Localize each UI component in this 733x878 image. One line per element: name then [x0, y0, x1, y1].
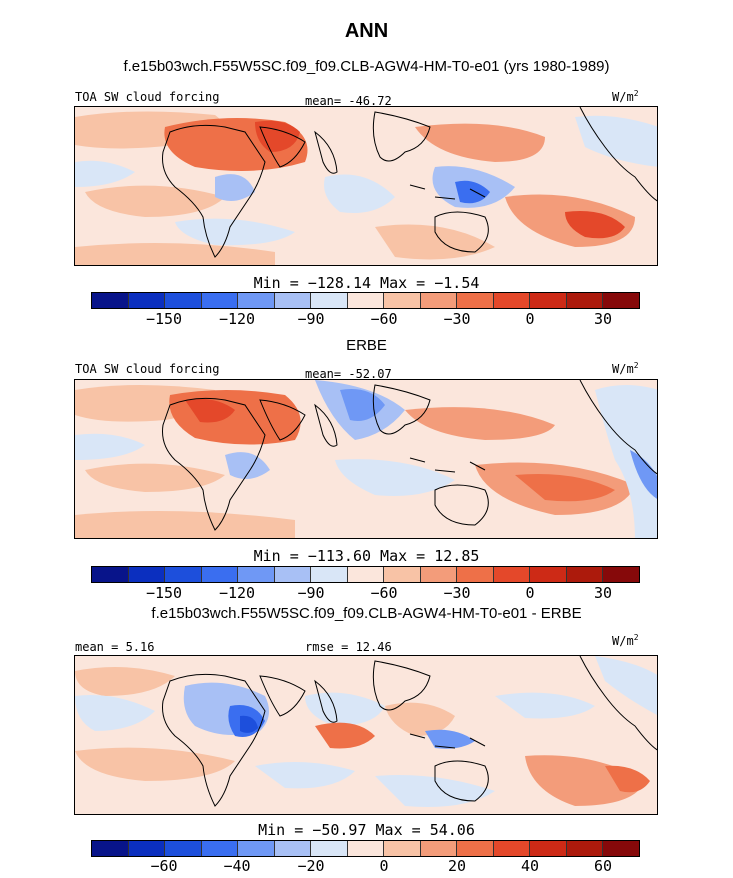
colorbar-swatch [238, 567, 275, 582]
colorbar-swatch [165, 293, 202, 308]
colorbar-swatch [238, 293, 275, 308]
panel-1-colorbar [91, 292, 640, 309]
colorbar-swatch [457, 841, 494, 856]
colorbar-swatch [493, 567, 531, 582]
colorbar-swatch [347, 841, 385, 856]
panel-1-minmax: Min = −128.14 Max = −1.54 [253, 274, 480, 292]
colorbar-swatch [165, 567, 202, 582]
colorbar-tick: 0 [379, 857, 389, 875]
colorbar-swatch [128, 841, 166, 856]
panel-2-units: W/m2 [612, 361, 639, 376]
colorbar-swatch [274, 841, 312, 856]
colorbar-tick: −150 [145, 584, 183, 602]
colorbar-swatch [92, 293, 129, 308]
panel-1-map-field [75, 107, 657, 265]
colorbar-swatch [201, 567, 239, 582]
colorbar-tick: −20 [297, 857, 325, 875]
colorbar-swatch [493, 841, 531, 856]
colorbar-swatch [457, 293, 494, 308]
colorbar-tick: −120 [218, 584, 256, 602]
colorbar-swatch [566, 841, 604, 856]
colorbar-swatch [311, 567, 348, 582]
colorbar-swatch [165, 841, 202, 856]
panel-2-left-label: TOA SW cloud forcing [75, 362, 220, 376]
colorbar-swatch [311, 293, 348, 308]
panel-3-map [74, 655, 658, 815]
panel-2-map-field [75, 380, 657, 538]
colorbar-swatch [347, 567, 385, 582]
colorbar-swatch [311, 841, 348, 856]
panel-2-mean-label: mean= -52.07 [305, 367, 392, 381]
page-title: ANN [344, 20, 389, 42]
colorbar-tick: 60 [593, 857, 613, 875]
colorbar-swatch [384, 567, 421, 582]
colorbar-tick: −40 [223, 857, 251, 875]
colorbar-swatch [457, 567, 494, 582]
panel-2-map [74, 379, 658, 539]
colorbar-swatch [603, 293, 639, 308]
panel-1-heading: f.e15b03wch.F55W5SC.f09_f09.CLB-AGW4-HM-… [123, 58, 610, 75]
colorbar-swatch [274, 293, 312, 308]
colorbar-tick: 40 [520, 857, 540, 875]
colorbar-swatch [274, 567, 312, 582]
panel-3-heading: f.e15b03wch.F55W5SC.f09_f09.CLB-AGW4-HM-… [151, 605, 582, 622]
colorbar-swatch [384, 841, 421, 856]
colorbar-tick: −30 [443, 584, 471, 602]
panel-1-units: W/m2 [612, 89, 639, 104]
colorbar-swatch [92, 841, 129, 856]
panel-3-left-label: mean = 5.16 [75, 640, 155, 654]
panel-1-colorbar-ticks: −150 −120 −90 −60 −30 0 30 [91, 310, 640, 328]
colorbar-tick: −150 [145, 310, 183, 328]
colorbar-swatch [238, 841, 275, 856]
panel-1-left-label: TOA SW cloud forcing [75, 90, 220, 104]
panel-2-colorbar-ticks: −150 −120 −90 −60 −30 0 30 [91, 584, 640, 602]
colorbar-swatch [384, 293, 421, 308]
colorbar-tick: −60 [150, 857, 178, 875]
panel-3-colorbar-ticks: −60 −40 −20 0 20 40 60 [91, 857, 640, 875]
colorbar-tick: −60 [370, 584, 398, 602]
colorbar-tick: −30 [443, 310, 471, 328]
colorbar-swatch [347, 293, 385, 308]
colorbar-swatch [530, 293, 567, 308]
colorbar-tick: 30 [593, 310, 613, 328]
colorbar-swatch [201, 841, 239, 856]
colorbar-swatch [603, 841, 639, 856]
colorbar-swatch [420, 293, 458, 308]
colorbar-tick: −90 [297, 310, 325, 328]
panel-1-map [74, 106, 658, 266]
colorbar-swatch [201, 293, 239, 308]
colorbar-swatch [128, 567, 166, 582]
colorbar-swatch [530, 567, 567, 582]
panel-2-colorbar [91, 566, 640, 583]
panel-1-mean-label: mean= -46.72 [305, 94, 392, 108]
colorbar-swatch [493, 293, 531, 308]
colorbar-tick: 0 [525, 310, 535, 328]
panel-3-minmax: Min = −50.97 Max = 54.06 [258, 821, 475, 839]
colorbar-swatch [566, 567, 604, 582]
colorbar-tick: −120 [218, 310, 256, 328]
colorbar-swatch [603, 567, 639, 582]
colorbar-swatch [566, 293, 604, 308]
colorbar-swatch [128, 293, 166, 308]
panel-2-heading: ERBE [346, 337, 387, 354]
colorbar-swatch [420, 567, 458, 582]
panel-2-minmax: Min = −113.60 Max = 12.85 [253, 547, 480, 565]
colorbar-tick: 20 [447, 857, 467, 875]
colorbar-swatch [420, 841, 458, 856]
colorbar-swatch [530, 841, 567, 856]
panel-3-map-field [75, 656, 657, 814]
panel-3-rmse-label: rmse = 12.46 [305, 640, 392, 654]
colorbar-tick: 30 [593, 584, 613, 602]
colorbar-swatch [92, 567, 129, 582]
panel-3-colorbar [91, 840, 640, 857]
colorbar-tick: 0 [525, 584, 535, 602]
colorbar-tick: −60 [370, 310, 398, 328]
colorbar-tick: −90 [297, 584, 325, 602]
panel-3-units: W/m2 [612, 633, 639, 648]
